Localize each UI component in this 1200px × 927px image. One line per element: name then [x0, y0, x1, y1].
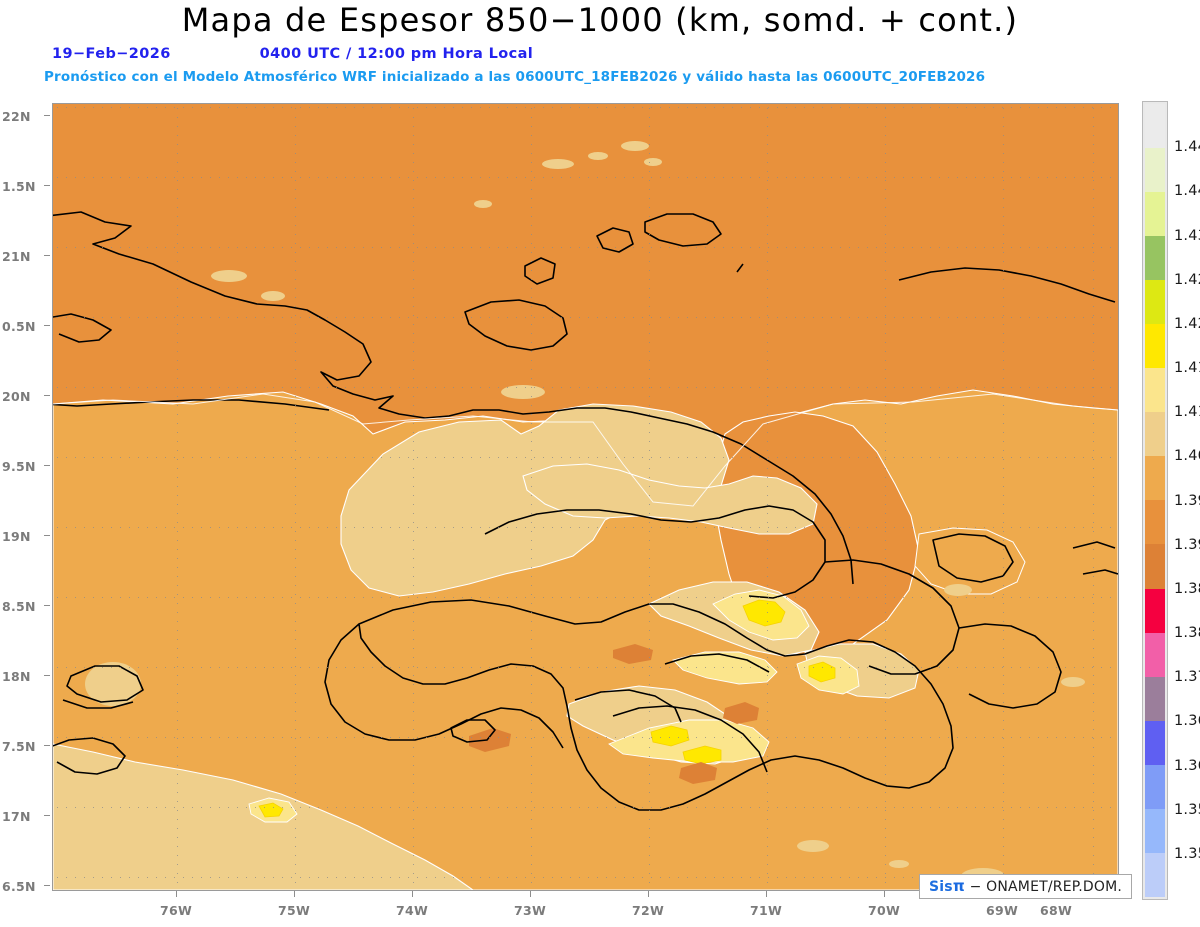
- colorbar-segment: [1145, 632, 1165, 677]
- x-tick-label: 68W: [1040, 903, 1073, 918]
- y-tick-mark: [44, 745, 50, 746]
- colorbar-tick-label: 1.386: [1174, 580, 1200, 597]
- colorbar-segment: [1145, 236, 1165, 281]
- fill-band-1422-pico-duarte: [742, 599, 786, 627]
- colorbar-tick-label: 1.44: [1174, 183, 1200, 200]
- y-tick-mark: [44, 535, 50, 536]
- model-validity-line: Pronóstico con el Modelo Atmosférico WRF…: [44, 69, 986, 85]
- colorbar-tick-label: 1.422: [1174, 315, 1200, 332]
- colorbar-tick-label: 1.398: [1174, 492, 1200, 509]
- x-tick-mark: [294, 891, 295, 897]
- y-tick-mark: [44, 675, 50, 676]
- colorbar-segment: [1145, 852, 1165, 897]
- y-tick-mark: [44, 325, 50, 326]
- fill-band-1392-pocket-a: [613, 644, 653, 664]
- colorbar-segment: [1145, 412, 1165, 457]
- colorbar-tick-label: 1.362: [1174, 757, 1200, 774]
- colorbar[interactable]: [1142, 101, 1168, 900]
- colorbar-tick-label: 1.404: [1174, 448, 1200, 465]
- colorbar-segment: [1145, 324, 1165, 369]
- x-tick-mark: [412, 891, 413, 897]
- x-tick-label: 69W: [986, 903, 1019, 918]
- colorbar-segment: [1145, 280, 1165, 325]
- fill-band-1422-d: [682, 745, 722, 765]
- colorbar-segment: [1145, 104, 1165, 149]
- x-tick-mark: [884, 891, 885, 897]
- colorbar-segment: [1145, 764, 1165, 809]
- logo-sis-text: Sis: [929, 879, 953, 895]
- colorbar-segment: [1145, 676, 1165, 721]
- fill-band-1422-c: [650, 725, 690, 747]
- colorbar-tick-label: 1.35: [1174, 845, 1200, 862]
- colorbar-tick-label: 1.392: [1174, 536, 1200, 553]
- map-plot-area[interactable]: [52, 103, 1119, 891]
- colorbar-tick-label: 1.428: [1174, 271, 1200, 288]
- y-tick-mark: [44, 605, 50, 606]
- colorbar-segment: [1145, 500, 1165, 545]
- colorbar-segment: [1145, 148, 1165, 193]
- fill-band-1410-north-strip: [522, 463, 818, 535]
- x-tick-label: 71W: [750, 903, 783, 918]
- contour-lines: [53, 393, 1118, 507]
- colorbar-segment: [1145, 456, 1165, 501]
- colorbar-tick-label: 1.41: [1174, 404, 1200, 421]
- attribution-logo: Sisπ − ONAMET/REP.DOM.: [919, 874, 1133, 899]
- colorbar-segment: [1145, 808, 1165, 853]
- logo-agency-text: − ONAMET/REP.DOM.: [969, 879, 1123, 895]
- x-tick-mark: [176, 891, 177, 897]
- forecast-date: 19−Feb−2026: [52, 46, 171, 62]
- colorbar-tick-label: 1.356: [1174, 801, 1200, 818]
- colorbar-tick-label: 1.416: [1174, 360, 1200, 376]
- fill-band-1392-pocket-d: [679, 762, 717, 784]
- x-tick-label: 75W: [278, 903, 311, 918]
- x-tick-label: 73W: [514, 903, 547, 918]
- x-tick-mark: [530, 891, 531, 897]
- map-canvas: [53, 104, 1118, 890]
- colorbar-tick-label: 1.38: [1174, 625, 1200, 641]
- colorbar-segment: [1145, 588, 1165, 633]
- y-tick-mark: [44, 115, 50, 116]
- fill-band-1392-pocket-b: [723, 702, 759, 724]
- colorbar-segment: [1145, 544, 1165, 589]
- colorbar-tick-label: 1.368: [1174, 713, 1200, 730]
- colorbar-tick-label: 1.434: [1174, 227, 1200, 244]
- coastline-layer: [53, 211, 1118, 811]
- fill-band-1392-pocket-c: [469, 728, 511, 752]
- x-tick-mark: [766, 891, 767, 897]
- colorbar-segment: [1145, 192, 1165, 237]
- x-tick-mark: [648, 891, 649, 897]
- colorbar-tick-label: 1.374: [1174, 669, 1200, 686]
- page-title: Mapa de Espesor 850−1000 (km, somd. + co…: [181, 1, 1019, 39]
- x-tick-label: 76W: [160, 903, 193, 918]
- fill-band-1416-d: [672, 651, 778, 685]
- forecast-datetime: 19−Feb−2026 0400 UTC / 12:00 pm Hora Loc…: [52, 46, 752, 62]
- y-tick-mark: [44, 885, 50, 886]
- y-tick-mark: [44, 185, 50, 186]
- x-tick-label: 74W: [396, 903, 429, 918]
- colorbar-tick-label: 1.446: [1174, 139, 1200, 156]
- colorbar-segment: [1145, 368, 1165, 413]
- colorbar-gradient: [1145, 104, 1165, 897]
- y-tick-mark: [44, 815, 50, 816]
- y-tick-mark: [44, 255, 50, 256]
- y-tick-mark: [44, 465, 50, 466]
- colorbar-segment: [1145, 720, 1165, 765]
- y-tick-mark: [44, 395, 50, 396]
- forecast-time: 0400 UTC / 12:00 pm Hora Local: [259, 46, 534, 62]
- x-tick-label: 72W: [632, 903, 665, 918]
- logo-tt-icon: π: [952, 877, 965, 895]
- x-tick-label: 70W: [868, 903, 901, 918]
- small-island-fills: [85, 141, 1085, 890]
- fill-band-1422-e: [258, 802, 284, 818]
